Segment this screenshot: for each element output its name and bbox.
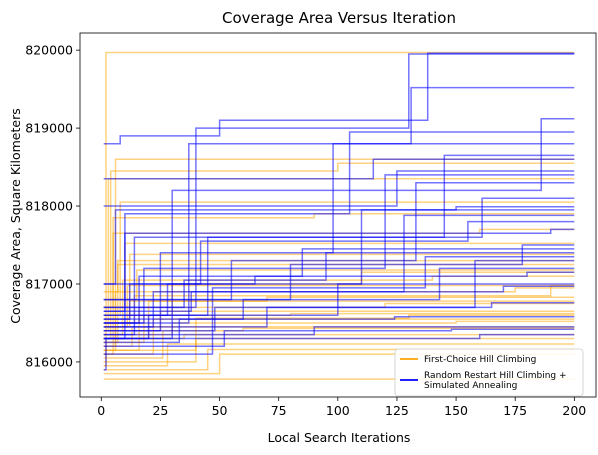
x-axis-ticks: 0 25 50 75 100 125 150 175 200 — [97, 397, 586, 418]
x-tick-label: 0 — [97, 403, 105, 418]
first-choice-run-4 — [103, 201, 575, 316]
x-tick-label: 125 — [385, 403, 409, 418]
series-lines — [103, 51, 575, 380]
first-choice-run-32 — [103, 314, 575, 351]
y-axis-ticks: 816000 817000 818000 819000 820000 — [25, 43, 80, 369]
random-restart-run-25 — [103, 244, 575, 301]
legend-label-random-restart-line1: Random Restart Hill Climbing + — [424, 371, 567, 381]
x-tick-label: 150 — [444, 403, 468, 418]
x-tick-label: 50 — [212, 403, 228, 418]
y-tick-label: 816000 — [25, 354, 73, 369]
random-restart-run-26 — [103, 255, 575, 355]
random-restart-run-27 — [103, 158, 575, 180]
random-restart-run-3 — [103, 117, 575, 340]
y-tick-label: 819000 — [25, 121, 73, 136]
chart-title: Coverage Area Versus Iteration — [222, 9, 456, 27]
first-choice-run-30 — [103, 271, 575, 316]
x-tick-label: 175 — [503, 403, 527, 418]
legend-label-random-restart: Random Restart Hill Climbing + Simulated… — [424, 371, 569, 391]
first-choice-run-25 — [103, 348, 575, 371]
random-restart-run-28 — [103, 170, 575, 207]
legend-label-first-choice: First-Choice Hill Climbing — [424, 355, 536, 365]
random-restart-run-30 — [103, 271, 575, 320]
random-restart-run-18 — [103, 301, 575, 328]
random-restart-run-2 — [103, 86, 575, 324]
y-tick-label: 818000 — [25, 199, 73, 214]
random-restart-run-0 — [103, 52, 575, 145]
legend-box — [394, 348, 584, 397]
first-choice-run-2 — [103, 162, 575, 340]
random-restart-run-21 — [103, 328, 575, 348]
y-axis-label: Coverage Area, Square Kilometers — [8, 108, 23, 323]
random-restart-run-11 — [103, 214, 575, 328]
y-tick-label: 817000 — [25, 276, 73, 291]
legend-label-random-restart-line2: Simulated Annealing — [424, 381, 517, 391]
random-restart-run-22 — [103, 333, 575, 371]
x-tick-label: 100 — [326, 403, 350, 418]
x-axis-label: Local Search Iterations — [268, 430, 411, 445]
random-restart-run-24 — [103, 228, 575, 340]
x-tick-label: 200 — [562, 403, 586, 418]
x-tick-label: 25 — [152, 403, 168, 418]
random-restart-run-29 — [103, 206, 575, 285]
y-tick-label: 820000 — [25, 43, 73, 58]
x-tick-label: 75 — [271, 403, 287, 418]
first-choice-run-24 — [103, 343, 575, 367]
random-restart-run-17 — [103, 285, 575, 313]
legend: First-Choice Hill Climbing Random Restar… — [394, 348, 584, 397]
random-restart-run-19 — [103, 315, 575, 344]
